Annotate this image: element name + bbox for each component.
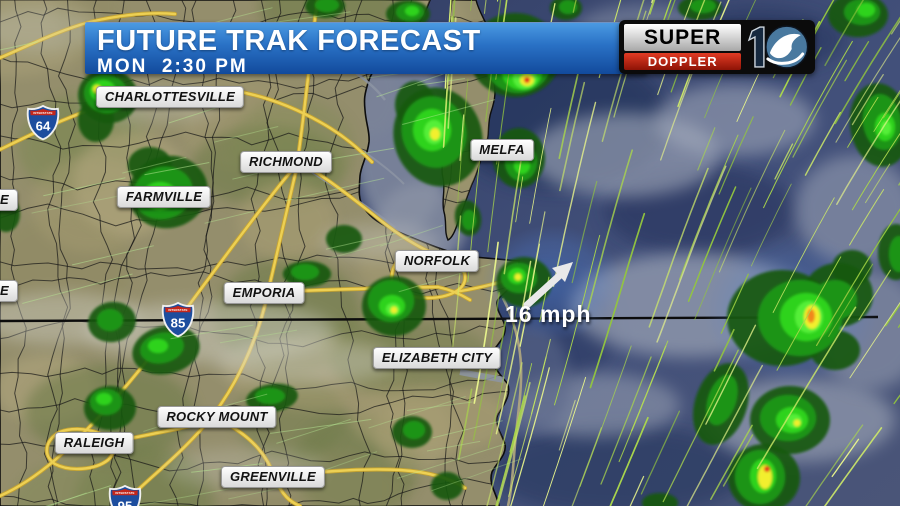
city-label-partial: E (0, 280, 18, 302)
city-label-melfa: MELFA (470, 139, 534, 161)
city-label-partial: E (0, 189, 18, 211)
city-label-emporia: EMPORIA (223, 282, 305, 304)
forecast-title: FUTURE TRAK FORECAST (97, 25, 481, 57)
city-label-elizabeth-city: ELIZABETH CITY (372, 347, 502, 369)
city-label-rocky-mount: ROCKY MOUNT (157, 406, 277, 428)
shield-caption: INTERSTATE (168, 308, 187, 312)
logo-super-label: SUPER (624, 24, 742, 51)
logo-text-column: SUPER DOPPLER (624, 24, 742, 70)
city-label-raleigh: RALEIGH (54, 432, 134, 454)
shield-number: 64 (36, 119, 51, 134)
logo-doppler-label: DOPPLER (624, 53, 742, 70)
shield-caption: INTERSTATE (115, 491, 134, 495)
forecast-timestamp: MON 2:30 PM (97, 56, 248, 78)
interstate-shield-85: INTERSTATE 85 (161, 301, 195, 343)
wavy-10-icon (748, 25, 809, 69)
wind-speed-annotation: 16 mph (505, 301, 592, 327)
shield-number: 85 (171, 316, 186, 331)
super-doppler-logo: SUPER DOPPLER (619, 20, 815, 74)
wind-arrow-icon (523, 262, 573, 309)
city-label-charlottesville: CHARLOTTESVILLE (95, 86, 245, 108)
interstate-shield-95: INTERSTATE 95 (108, 484, 142, 506)
city-label-greenville: GREENVILLE (220, 466, 326, 488)
shield-caption: INTERSTATE (33, 111, 52, 115)
city-label-norfolk: NORFOLK (394, 250, 480, 272)
forecast-banner: FUTURE TRAK FORECAST MON 2:30 PM (85, 22, 647, 78)
shield-number: 95 (118, 499, 133, 506)
interstate-shield-64: INTERSTATE 64 (26, 104, 60, 146)
city-label-farmville: FARMVILLE (116, 186, 212, 208)
city-label-richmond: RICHMOND (240, 151, 332, 173)
